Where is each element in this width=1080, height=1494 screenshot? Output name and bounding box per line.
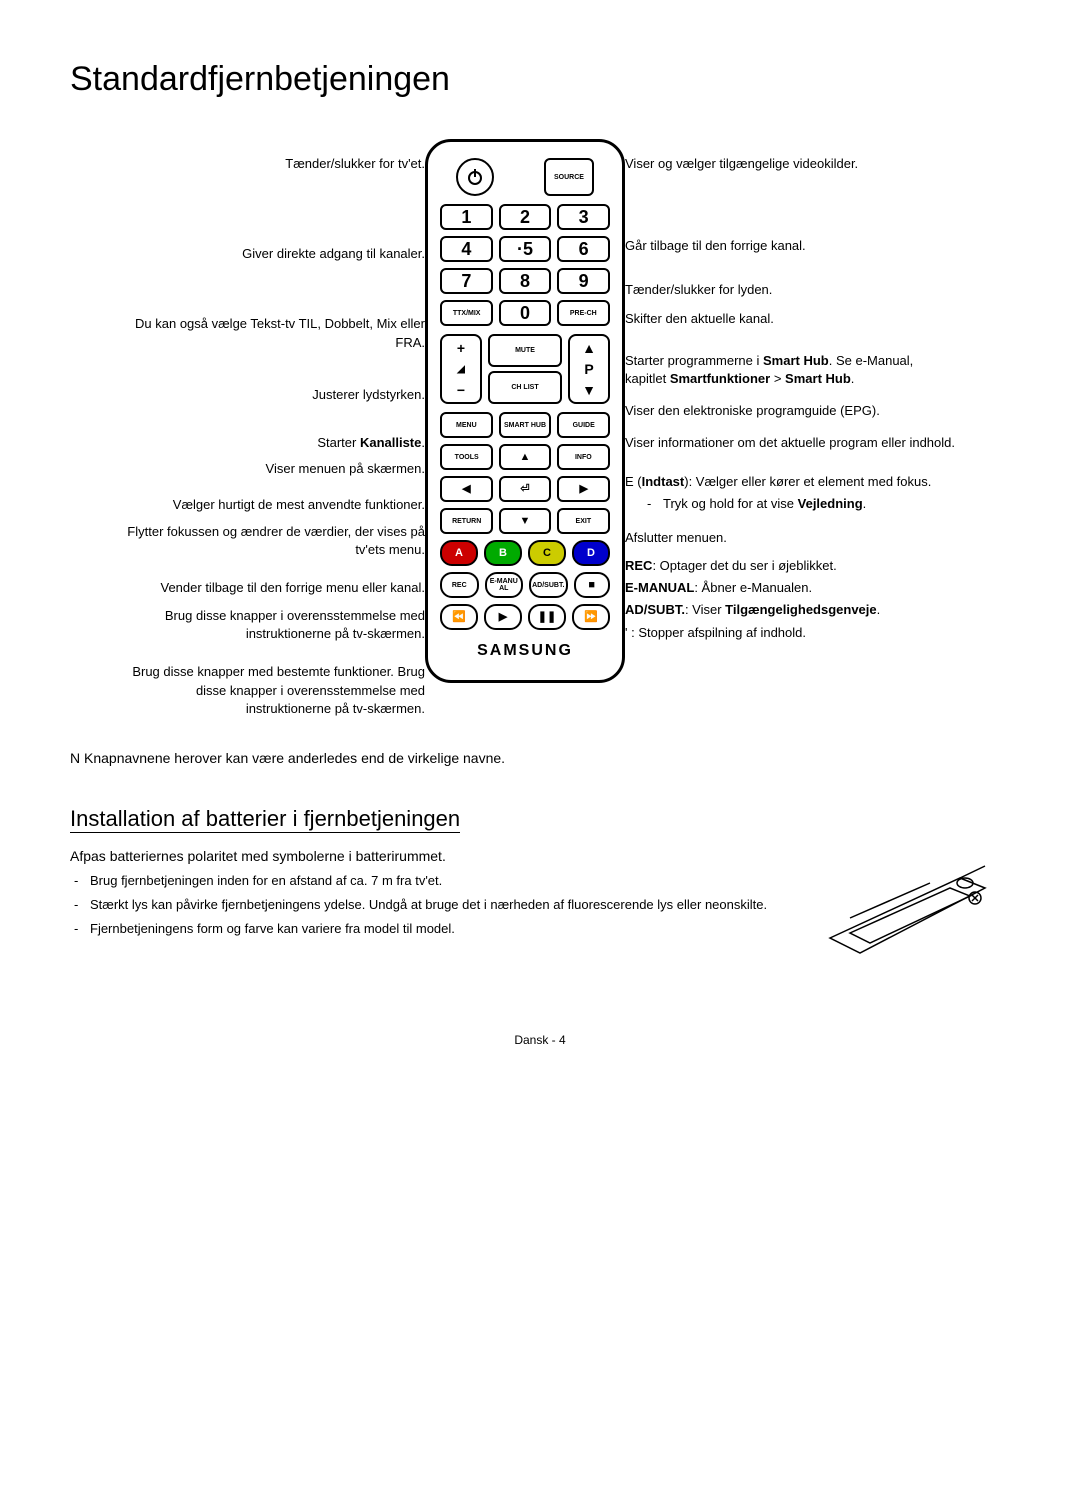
num-1: 1 (440, 204, 493, 230)
rec-button: REC (440, 572, 479, 598)
label-kanalliste: Starter Kanalliste. (125, 432, 425, 454)
chevron-down-icon: ▼ (582, 382, 596, 398)
smarthub-button: SMART HUB (499, 412, 552, 438)
return-button: RETURN (440, 508, 493, 534)
adsubt-button: AD/SUBT. (529, 572, 568, 598)
battery-illustration (810, 848, 1010, 973)
page-title: Standardfjernbetjeningen (70, 60, 1010, 99)
label-prech: Går tilbage til den forrige kanal. (625, 235, 955, 257)
rewind-button: ⏪ (440, 604, 478, 630)
label-tools: Vælger hurtigt de mest anvendte funktion… (125, 494, 425, 516)
label-stop: ' : Stopper afspilning af indhold. (625, 622, 955, 644)
source-button: SOURCE (544, 158, 594, 196)
label-enter: E (Indtast): Vælger eller kører et eleme… (625, 471, 955, 493)
label-channel: Skifter den aktuelle kanal. (625, 308, 955, 330)
note: N Knapnavnene herover kan være anderlede… (70, 750, 1010, 766)
chlist-button: CH LIST (488, 371, 562, 404)
battery-section: Afpas batteriernes polaritet med symbole… (70, 848, 1010, 973)
volume-icon: ◢ (457, 364, 465, 375)
label-return: Vender tilbage til den forrige menu elle… (125, 577, 425, 599)
info-button: INFO (557, 444, 610, 470)
num-0: 0 (499, 300, 550, 326)
num-8: 8 (499, 268, 552, 294)
samsung-logo: SAMSUNG (440, 642, 610, 660)
plus-icon: + (457, 340, 465, 356)
dpad-left: ◀ (440, 476, 493, 502)
page-footer: Dansk - 4 (70, 1033, 1010, 1047)
bullet-3: Fjernbetjeningens form og farve kan vari… (70, 920, 780, 938)
color-a: A (440, 540, 478, 566)
label-rec: REC: Optager det du ser i øjeblikket. (625, 555, 955, 577)
right-callouts: Viser og vælger tilgængelige videokilder… (625, 139, 955, 720)
label-dpad: Flytter fokussen og ændrer de værdier, d… (125, 521, 425, 561)
label-volume: Justerer lydstyrken. (125, 384, 425, 406)
label-guide: Viser den elektroniske programguide (EPG… (625, 400, 955, 422)
dpad-up: ▲ (499, 444, 550, 470)
remote-diagram: Tænder/slukker for tv'et. Giver direkte … (70, 139, 1010, 720)
color-d: D (572, 540, 610, 566)
label-smarthub: Starter programmerne i Smart Hub. Se e-M… (625, 350, 955, 390)
prech-button: PRE-CH (557, 300, 610, 326)
ttxmix-button: TTX/MIX (440, 300, 493, 326)
label-info: Viser informationer om det aktuelle prog… (625, 432, 955, 454)
section-intro: Afpas batteriernes polaritet med symbole… (70, 848, 780, 864)
menu-button: MENU (440, 412, 493, 438)
label-media: Brug disse knapper med bestemte funktion… (125, 661, 425, 720)
exit-button: EXIT (557, 508, 610, 534)
num-2: 2 (499, 204, 552, 230)
left-callouts: Tænder/slukker for tv'et. Giver direkte … (125, 139, 425, 720)
play-button: ▶ (484, 604, 522, 630)
label-source: Viser og vælger tilgængelige videokilder… (625, 153, 955, 175)
bullet-2: Stærkt lys kan påvirke fjernbetjeningens… (70, 896, 780, 914)
volume-rocker: + ◢ − (440, 334, 482, 404)
label-power: Tænder/slukker for tv'et. (125, 153, 425, 175)
num-7: 7 (440, 268, 493, 294)
section-title: Installation af batterier i fjernbetjeni… (70, 806, 460, 833)
num-6: 6 (557, 236, 610, 262)
color-c: C (528, 540, 566, 566)
tools-button: TOOLS (440, 444, 493, 470)
color-b: B (484, 540, 522, 566)
stop-button: ■ (574, 572, 611, 598)
dpad-down: ▼ (499, 508, 550, 534)
p-label: P (584, 361, 593, 377)
label-menu: Viser menuen på skærmen. (125, 458, 425, 480)
power-icon (465, 167, 485, 187)
mute-button: MUTE (488, 334, 562, 367)
bullet-list: Brug fjernbetjeningen inden for en afsta… (70, 872, 780, 939)
label-adsubt: AD/SUBT.: Viser Tilgængelighedsgenveje. (625, 599, 955, 621)
bullet-1: Brug fjernbetjeningen inden for en afsta… (70, 872, 780, 890)
ffwd-button: ⏩ (572, 604, 610, 630)
label-emanual: E-MANUAL: Åbner e-Manualen. (625, 577, 955, 599)
emanual-button: E-MANUAL (485, 572, 524, 598)
chevron-up-icon: ▲ (582, 340, 596, 356)
label-mute: Tænder/slukker for lyden. (625, 279, 955, 301)
num-4: 4 (440, 236, 493, 262)
label-enter-sub: Tryk og hold for at vise Vejledning. (643, 495, 955, 513)
label-direct: Giver direkte adgang til kanaler. (125, 243, 425, 265)
enter-button: ⏎ (499, 476, 552, 502)
guide-button: GUIDE (557, 412, 610, 438)
num-9: 9 (557, 268, 610, 294)
label-colors: Brug disse knapper i overensstemmelse me… (125, 605, 425, 645)
pause-button: ❚❚ (528, 604, 566, 630)
dpad-right: ▶ (557, 476, 610, 502)
num-5: ·5 (499, 236, 552, 262)
power-button (456, 158, 494, 196)
minus-icon: − (457, 382, 465, 398)
label-ttxmix: Du kan også vælge Tekst-tv TIL, Dobbelt,… (125, 313, 425, 353)
channel-rocker: ▲ P ▼ (568, 334, 610, 404)
num-3: 3 (557, 204, 610, 230)
remote-image: SOURCE 1 2 3 4 ·5 6 7 8 9 TTX/MIX (425, 139, 625, 720)
battery-icon (810, 848, 1010, 968)
label-exit: Afslutter menuen. (625, 527, 955, 549)
